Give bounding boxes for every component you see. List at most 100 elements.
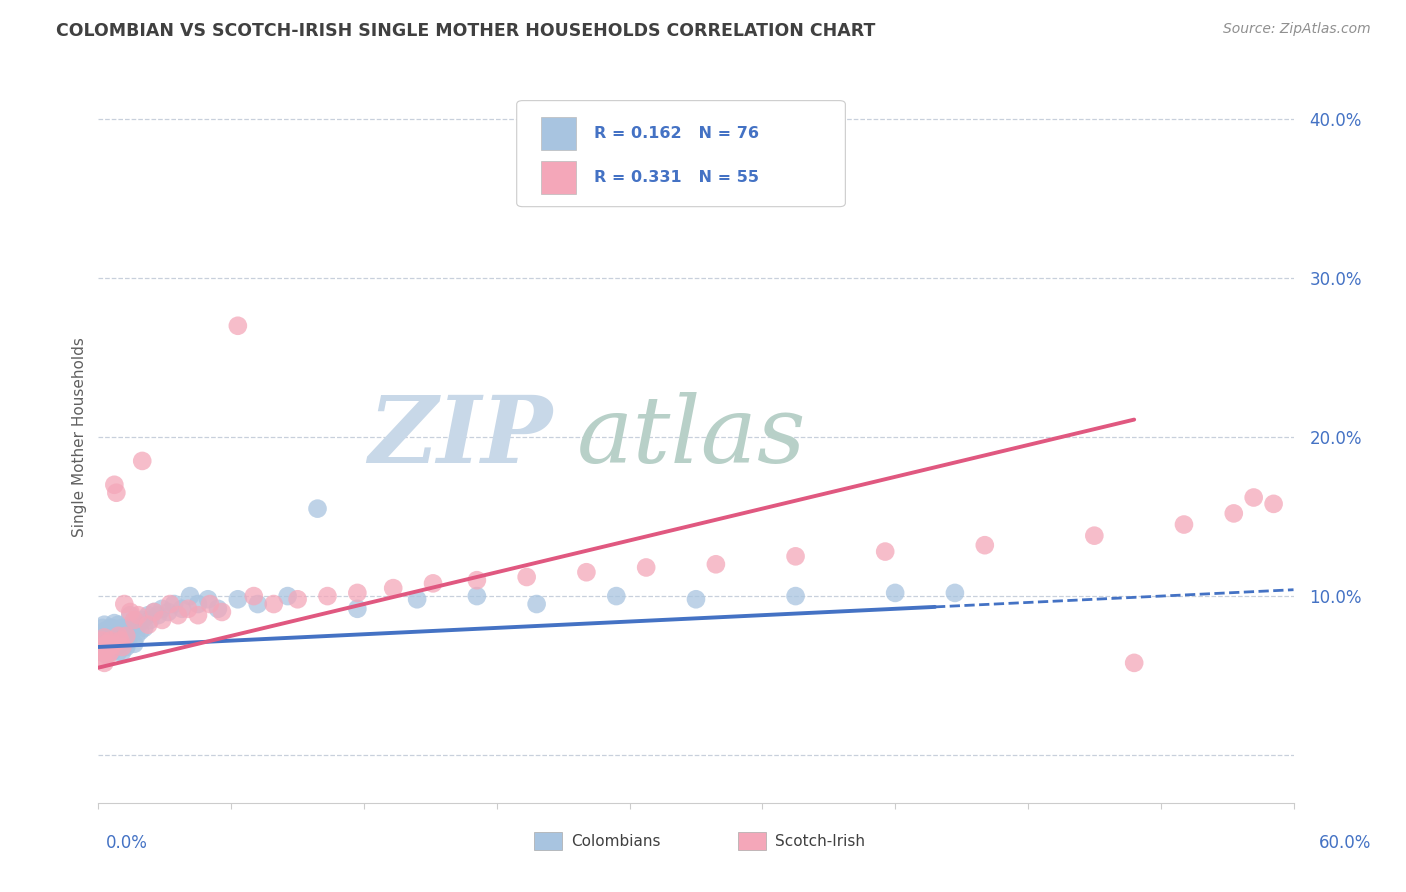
Point (346, 602, 368, 616)
Point (131, 454, 153, 468)
Point (263, 597, 285, 611)
Point (120, 605, 142, 619)
Point (97, 640, 120, 654)
Point (112, 624, 135, 638)
Y-axis label: Single Mother Households: Single Mother Households (72, 337, 87, 537)
Point (98, 629, 122, 643)
Point (150, 613, 173, 627)
Point (117, 621, 139, 635)
Point (103, 629, 125, 643)
Point (110, 637, 132, 651)
Point (96, 640, 118, 654)
Point (704, 558, 727, 572)
Point (287, 592, 309, 607)
Point (96, 645, 118, 659)
Text: R = 0.331   N = 55: R = 0.331 N = 55 (595, 169, 759, 185)
Point (211, 605, 233, 619)
Point (187, 608, 209, 623)
Point (159, 597, 181, 611)
Point (115, 629, 138, 643)
Point (110, 633, 132, 648)
Point (1083, 529, 1105, 543)
Text: R = 0.162   N = 76: R = 0.162 N = 76 (595, 126, 759, 141)
Point (316, 589, 339, 603)
Point (103, 640, 125, 654)
Point (107, 633, 129, 648)
Point (148, 608, 170, 623)
Point (226, 592, 249, 607)
Point (157, 605, 180, 619)
Point (96, 637, 118, 651)
Text: 60.0%: 60.0% (1319, 834, 1371, 852)
Point (167, 608, 190, 623)
Point (785, 589, 807, 603)
Point (91, 621, 114, 635)
Point (107, 617, 129, 632)
Point (516, 570, 538, 584)
Point (98, 645, 122, 659)
Point (1223, 507, 1246, 521)
Point (943, 586, 966, 600)
Point (177, 602, 200, 616)
Point (243, 589, 266, 603)
Point (111, 621, 134, 635)
Point (1243, 491, 1265, 505)
Point (101, 621, 124, 635)
Point (96, 629, 118, 643)
Point (89, 653, 111, 667)
Point (125, 629, 148, 643)
Point (89, 637, 111, 651)
Text: 0.0%: 0.0% (105, 834, 148, 852)
Point (382, 581, 405, 595)
Point (111, 640, 134, 654)
Point (98, 633, 122, 648)
Point (575, 566, 598, 580)
Point (97, 640, 120, 654)
Point (150, 602, 173, 616)
Point (636, 560, 658, 574)
Point (93, 624, 115, 638)
Point (136, 617, 159, 632)
Point (112, 597, 135, 611)
Point (187, 597, 209, 611)
Point (207, 602, 229, 616)
Point (117, 633, 139, 648)
Point (97, 633, 120, 648)
Point (93, 656, 115, 670)
Point (107, 645, 129, 659)
Point (101, 639, 124, 653)
Point (101, 645, 124, 659)
Point (179, 589, 201, 603)
Text: Scotch-Irish: Scotch-Irish (775, 834, 865, 848)
Point (89, 645, 111, 659)
Point (124, 613, 146, 627)
Point (1173, 517, 1195, 532)
Bar (541, 161, 576, 194)
Point (112, 632, 135, 646)
Point (96, 648, 118, 662)
Point (107, 629, 129, 643)
Point (465, 589, 488, 603)
Point (973, 538, 995, 552)
Point (89, 645, 111, 659)
Point (115, 629, 138, 643)
Point (124, 613, 146, 627)
Point (89, 629, 111, 643)
Point (526, 597, 548, 611)
Point (97, 623, 120, 637)
Point (93, 617, 115, 632)
Point (93, 645, 115, 659)
Point (406, 592, 429, 607)
Point (103, 477, 125, 491)
Point (172, 602, 194, 616)
Point (465, 573, 488, 587)
Text: Colombians: Colombians (571, 834, 661, 848)
Point (875, 544, 897, 558)
Point (115, 640, 138, 654)
Point (127, 608, 149, 623)
Point (143, 605, 166, 619)
Point (91, 640, 114, 654)
Point (163, 597, 186, 611)
Text: atlas: atlas (576, 392, 806, 482)
Point (605, 589, 627, 603)
